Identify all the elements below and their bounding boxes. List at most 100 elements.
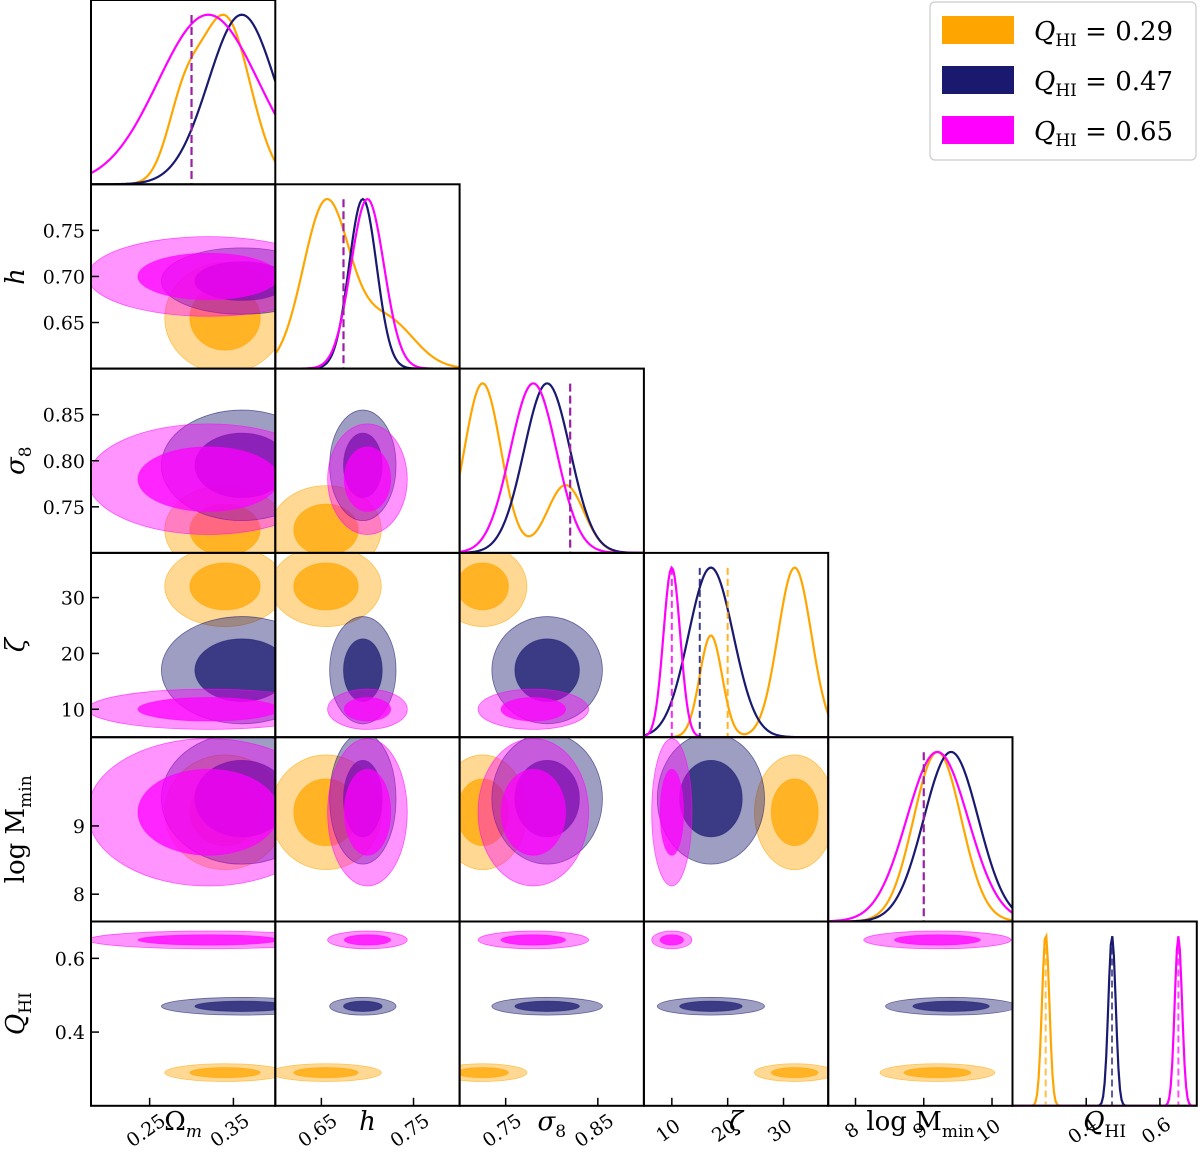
contour-1sigma bbox=[903, 1067, 972, 1079]
marginal-h-029 bbox=[275, 197, 460, 369]
x-tick-label: 0.75 bbox=[386, 1110, 433, 1152]
contour-1sigma bbox=[343, 446, 392, 512]
panel-zeta-logM bbox=[642, 736, 830, 923]
contour-1sigma bbox=[137, 252, 276, 301]
legend-swatch bbox=[942, 116, 1014, 144]
panel-Om-Q: 0.25 0.35 0.4 0.6 bbox=[55, 920, 277, 1152]
contour-1sigma bbox=[500, 768, 566, 856]
x-tick-label: 0.6 bbox=[1138, 1113, 1175, 1148]
x-tick-label: 0.75 bbox=[479, 1110, 526, 1152]
contour-1sigma bbox=[659, 934, 684, 946]
contour-1sigma bbox=[343, 934, 392, 946]
legend-swatch bbox=[942, 16, 1014, 44]
marginal-Om-047 bbox=[91, 13, 276, 185]
axis-label-s8: σ8 bbox=[537, 1107, 566, 1142]
x-tick-label: 0.35 bbox=[206, 1110, 253, 1152]
marginal-logM-065 bbox=[828, 750, 1013, 922]
contour-1sigma bbox=[137, 697, 276, 722]
panel-frame bbox=[458, 367, 645, 554]
contour-1sigma bbox=[137, 768, 276, 856]
contour-1sigma bbox=[912, 1000, 990, 1012]
legend-label: QHI = 0.65 bbox=[1034, 117, 1173, 151]
axis-label-h: h bbox=[359, 1107, 376, 1137]
panel-h-zeta bbox=[274, 551, 461, 739]
contour-1sigma bbox=[137, 934, 276, 946]
x-tick-label: 0.85 bbox=[571, 1110, 618, 1152]
contour-1sigma bbox=[189, 562, 261, 611]
panel-s8-Q: 0.75 0.85 bbox=[458, 920, 645, 1152]
marginal-h-047 bbox=[275, 197, 460, 369]
panel-frame bbox=[90, 0, 277, 186]
axis-label-s8: σ8 bbox=[1, 446, 36, 475]
y-tick-label: 20 bbox=[61, 643, 85, 665]
panel-logM-logM bbox=[827, 736, 1014, 923]
legend-swatch bbox=[942, 66, 1014, 94]
contour-1sigma bbox=[343, 697, 392, 722]
contour-1sigma bbox=[894, 934, 981, 946]
contour-1sigma bbox=[194, 1000, 276, 1012]
y-tick-label: 9 bbox=[73, 816, 85, 838]
x-tick-label: 0.25 bbox=[123, 1110, 170, 1152]
legend-label: QHI = 0.29 bbox=[1034, 17, 1173, 51]
y-tick-label: 0.6 bbox=[55, 948, 85, 970]
x-tick-label: 10 bbox=[972, 1115, 1004, 1147]
contour-1sigma bbox=[137, 446, 276, 512]
contour-1sigma bbox=[770, 778, 819, 847]
axis-label-Q: QHI bbox=[1, 992, 36, 1035]
axis-label-h: h bbox=[1, 268, 31, 285]
axis-label-logM: log Mmin bbox=[1, 775, 36, 883]
panel-h-logM bbox=[274, 736, 461, 923]
y-tick-label: 0.75 bbox=[43, 497, 85, 519]
axis-label-zeta: ζ bbox=[1, 636, 31, 652]
panel-h-s8 bbox=[274, 367, 461, 554]
legend-label: QHI = 0.47 bbox=[1034, 67, 1173, 101]
panel-s8-zeta bbox=[458, 551, 645, 739]
y-tick-label: 0.70 bbox=[43, 266, 85, 288]
y-tick-label: 0.85 bbox=[43, 405, 85, 427]
contour-1sigma bbox=[659, 768, 684, 856]
contour-1sigma bbox=[459, 562, 509, 611]
contour-1sigma bbox=[293, 1067, 359, 1079]
x-tick-label: 30 bbox=[764, 1115, 796, 1147]
x-tick-label: 10 bbox=[652, 1115, 684, 1147]
marginal-Om-029 bbox=[91, 13, 276, 185]
contour-1sigma bbox=[514, 1000, 580, 1012]
legend: QHI = 0.29 QHI = 0.47 QHI = 0.65 bbox=[929, 1, 1197, 161]
marginal-h-065 bbox=[275, 197, 460, 369]
contour-1sigma bbox=[293, 503, 359, 553]
axis-labels-layer: Ωm h h σ8 σ8 ζ ζ log Mmin log Mmin QHI QHI bbox=[1, 268, 1126, 1142]
panel-s8-s8 bbox=[458, 367, 645, 554]
panel-Om-Om bbox=[90, 0, 277, 186]
panel-h-h bbox=[274, 183, 461, 370]
contour-1sigma bbox=[500, 697, 566, 722]
y-tick-label: 8 bbox=[73, 884, 85, 906]
panel-Om-logM: 89 bbox=[73, 736, 277, 923]
contour-1sigma bbox=[343, 1000, 383, 1012]
marginal-Q-047 bbox=[1012, 936, 1197, 1106]
panel-Om-h: 0.65 0.70 0.75 bbox=[43, 183, 277, 370]
panel-frame bbox=[1011, 920, 1198, 1107]
contour-1sigma bbox=[500, 934, 566, 946]
panel-zeta-zeta bbox=[642, 551, 830, 739]
panel-Om-zeta: 10 20 30 bbox=[61, 551, 277, 739]
y-tick-label: 0.4 bbox=[55, 1022, 85, 1044]
panel-Q-Q: 0.4 0.6 bbox=[1011, 920, 1198, 1149]
marginal-Om-065 bbox=[91, 13, 276, 175]
y-tick-label: 0.65 bbox=[43, 313, 85, 335]
axis-label-logM: log Mmin bbox=[866, 1107, 974, 1142]
panel-Om-s8: 0.75 0.80 0.85 bbox=[43, 367, 277, 554]
x-tick-label: 8 bbox=[841, 1118, 864, 1143]
axis-label-Om: Ωm bbox=[164, 1107, 202, 1142]
marginal-s8-047 bbox=[459, 382, 644, 553]
contour-1sigma bbox=[293, 562, 359, 611]
panel-s8-logM bbox=[458, 736, 645, 923]
y-tick-label: 10 bbox=[61, 699, 85, 721]
y-tick-label: 30 bbox=[61, 588, 85, 610]
contour-1sigma bbox=[679, 1000, 743, 1012]
contour-1sigma bbox=[459, 1067, 509, 1079]
contour-1sigma bbox=[770, 1067, 819, 1079]
y-tick-label: 0.80 bbox=[43, 451, 85, 473]
x-tick-label: 0.65 bbox=[294, 1110, 341, 1152]
